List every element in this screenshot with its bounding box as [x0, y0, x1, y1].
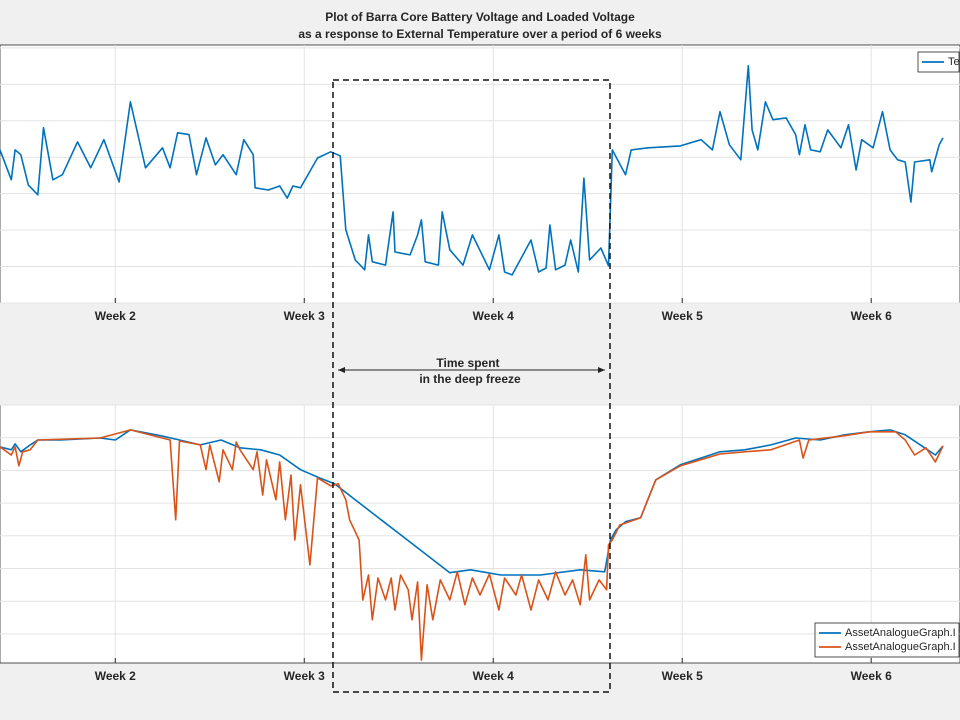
annotation: in the deep freeze: [419, 372, 521, 386]
legend-box: [814, 622, 960, 658]
x-tick-label: Week 4: [473, 309, 514, 323]
x-tick-label: Week 6: [851, 309, 892, 323]
x-tick-label: Week 3: [284, 309, 325, 323]
x-tick-label: Week 2: [95, 309, 136, 323]
legend-label: Te: [948, 56, 960, 68]
axes-bottom: [0, 404, 960, 664]
x-tick-label: Week 5: [662, 309, 703, 323]
title-line: as a response to External Temperature ov…: [298, 27, 662, 41]
series-line: [0, 429, 944, 661]
legend-label: AssetAnalogueGraph.I: [845, 627, 956, 639]
x-tick-label: Week 4: [473, 669, 514, 683]
title-line: Plot of Barra Core Battery Voltage and L…: [325, 10, 635, 24]
freeze-box: [332, 79, 611, 693]
x-tick-label: Week 5: [662, 669, 703, 683]
x-tick-label: Week 3: [284, 669, 325, 683]
series-line: [0, 65, 944, 276]
plots: Week 2 Week 3 Week 4 Week 5 Week 6 Te Week 2 We…: [0, 45, 960, 683]
legend-label: AssetAnalogueGraph.I: [845, 641, 956, 653]
series-line: [0, 429, 944, 576]
annotation: Time spent: [436, 356, 499, 370]
axes-top: [0, 44, 960, 304]
x-tick-label: Week 2: [95, 669, 136, 683]
x-tick-label: Week 6: [851, 669, 892, 683]
